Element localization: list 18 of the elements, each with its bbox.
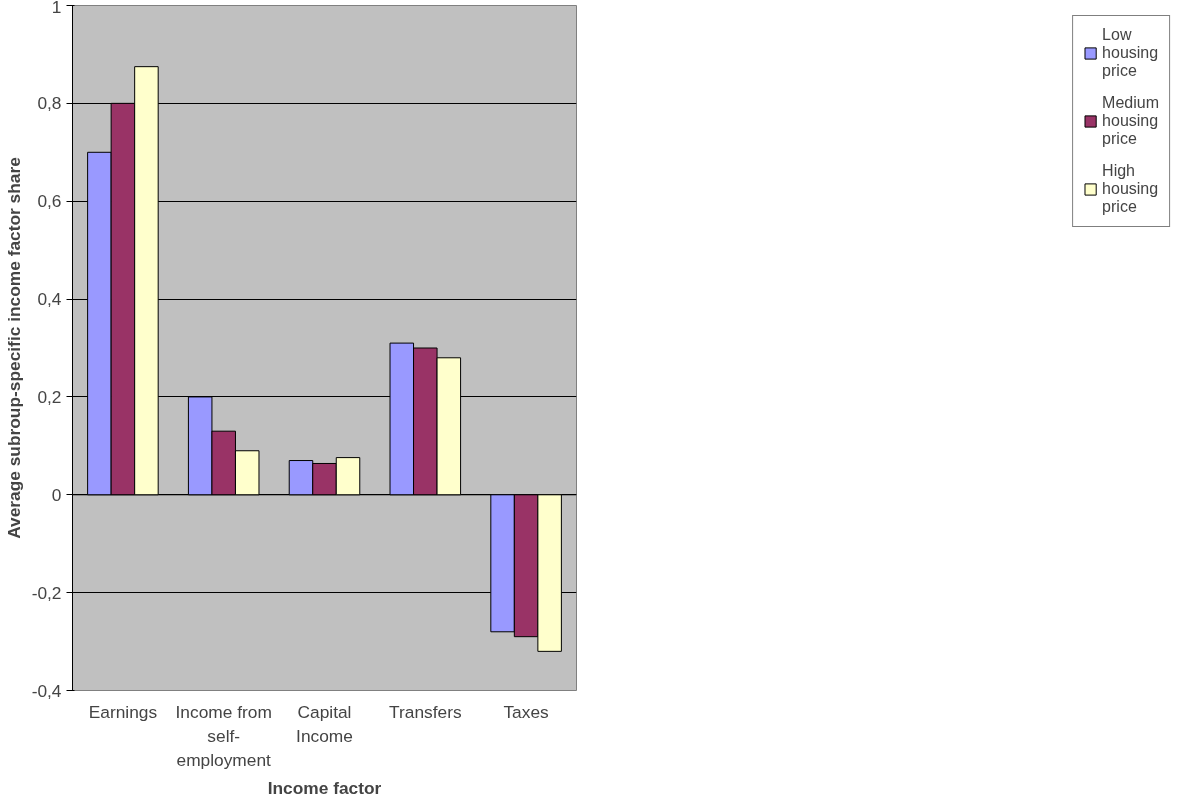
x-axis-title: Income factor: [267, 777, 382, 798]
y-axis-title: Average subroup-specific income factor share: [3, 156, 24, 539]
y-tick-label: -0,4: [31, 680, 62, 701]
legend-label: High housing price: [1102, 162, 1159, 216]
x-tick-label: Income from self-employment: [175, 701, 272, 770]
y-tick-label: 0,8: [37, 93, 62, 114]
x-tick-label: Transfers: [389, 701, 462, 722]
y-tick-label: 0,4: [37, 289, 62, 310]
y-tick-label: -0,2: [31, 582, 62, 603]
y-tick-label: 0,2: [37, 386, 62, 407]
x-tick-label: Earnings: [88, 701, 158, 722]
legend-label: Low housing price: [1102, 26, 1159, 80]
x-tick-label: Capital Income: [296, 701, 353, 746]
y-tick-label: 0: [51, 484, 62, 505]
x-tick-label: Taxes: [503, 701, 550, 722]
y-tick-label: 1: [51, 0, 62, 17]
y-tick-label: 0,6: [37, 191, 62, 212]
legend-label: Medium housing price: [1102, 94, 1159, 148]
